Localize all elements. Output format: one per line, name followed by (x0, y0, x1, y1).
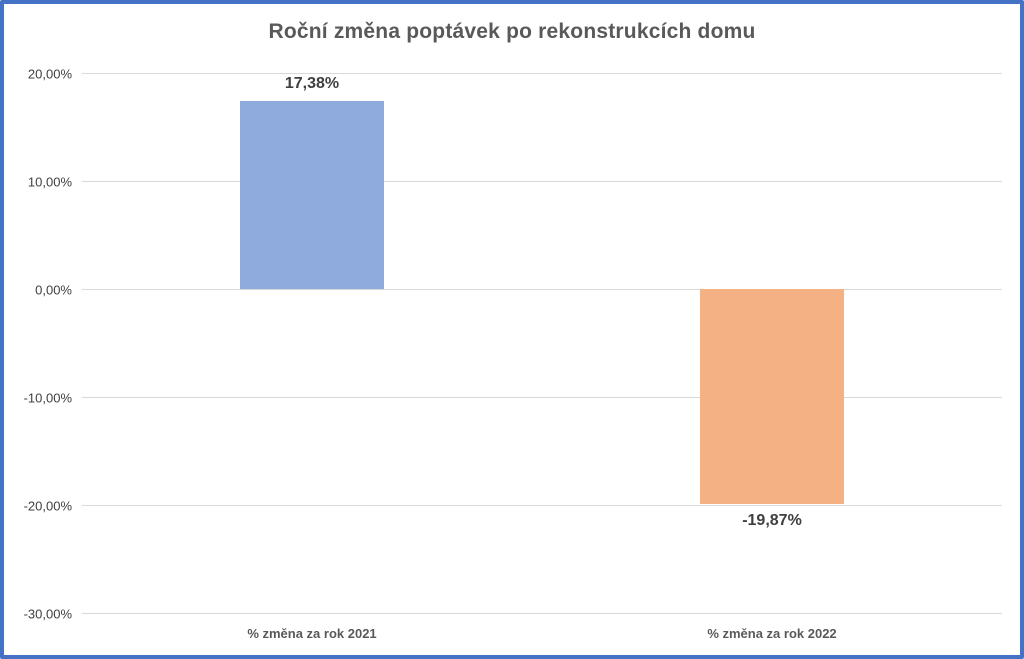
y-tick-label: -30,00% (23, 606, 72, 621)
gridline (82, 505, 1002, 506)
gridline (82, 397, 1002, 398)
y-tick-label: -20,00% (23, 498, 72, 513)
bar-data-label: 17,38% (284, 75, 340, 93)
y-tick-label: 0,00% (35, 282, 72, 297)
gridline (82, 73, 1002, 74)
bar-1 (240, 101, 384, 289)
x-category-label: % změna za rok 2021 (247, 626, 377, 641)
x-category-label: % změna za rok 2022 (707, 626, 837, 641)
plot-area: 20,00% 10,00% 0,00% -10,00% -20,00% -30,00% 17… (24, 66, 1002, 641)
bar-data-label: -19,87% (742, 511, 802, 529)
gridline (82, 613, 1002, 614)
y-tick-label: -10,00% (23, 390, 72, 405)
bar-2 (700, 289, 844, 504)
gridline (82, 289, 1002, 290)
chart-title: Roční změna poptávek po rekonstrukcích d… (268, 20, 756, 43)
y-tick-label: 20,00% (27, 66, 72, 81)
gridline (82, 181, 1002, 182)
y-tick-label: 10,00% (27, 174, 72, 189)
